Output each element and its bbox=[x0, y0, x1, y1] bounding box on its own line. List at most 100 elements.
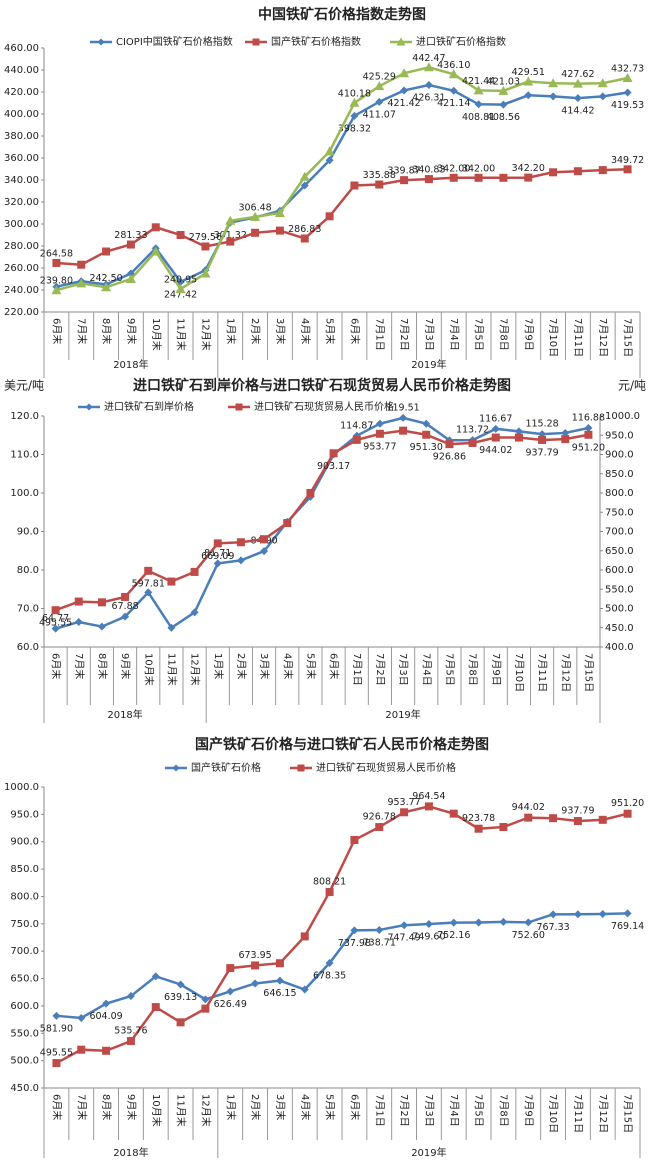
x-tick-label: 3月末 bbox=[274, 318, 287, 344]
x-tick-label: 1月末 bbox=[224, 1094, 237, 1120]
value-label: 335.88 bbox=[363, 170, 396, 181]
x-tick-label: 7月2日 bbox=[398, 318, 410, 351]
marker bbox=[352, 435, 361, 444]
marker bbox=[77, 1013, 86, 1022]
x-tick-label: 4月末 bbox=[281, 653, 294, 679]
marker bbox=[175, 283, 186, 293]
marker bbox=[598, 166, 607, 175]
x-tick-label: 7月4日 bbox=[448, 1094, 460, 1127]
value-label: 669.09 bbox=[201, 551, 234, 562]
value-label: 426.31 bbox=[412, 93, 445, 104]
y2-tick-label: 450.0 bbox=[605, 623, 634, 634]
marker bbox=[549, 910, 558, 919]
marker bbox=[300, 985, 309, 994]
legend-label: 进口铁矿石现货贸易人民币价格 bbox=[254, 400, 394, 413]
x-tick-label: 6月末 bbox=[348, 318, 361, 344]
marker bbox=[52, 258, 61, 267]
marker bbox=[97, 598, 106, 607]
value-label: 926.86 bbox=[433, 452, 466, 463]
marker bbox=[491, 424, 500, 433]
marker bbox=[144, 588, 153, 597]
series-line bbox=[56, 168, 628, 266]
marker bbox=[274, 208, 285, 217]
marker bbox=[449, 173, 458, 182]
marker bbox=[236, 556, 245, 565]
marker bbox=[275, 226, 284, 235]
x-tick-label: 7月12日 bbox=[597, 318, 609, 357]
value-label: 767.33 bbox=[536, 922, 569, 933]
x-tick-label: 11月末 bbox=[175, 1094, 188, 1127]
y2-tick-label: 650.0 bbox=[605, 546, 634, 557]
marker bbox=[523, 76, 534, 86]
x-tick-label: 7月10日 bbox=[513, 653, 525, 692]
marker bbox=[399, 426, 408, 435]
value-label: 339.87 bbox=[387, 166, 420, 177]
value-label: 673.95 bbox=[238, 950, 271, 961]
value-label: 340.83 bbox=[412, 165, 445, 176]
x-tick-label: 7月15日 bbox=[622, 1094, 634, 1133]
value-label: 752.60 bbox=[512, 930, 545, 941]
marker bbox=[176, 1018, 185, 1027]
y-tick-label: 280.00 bbox=[4, 241, 39, 252]
value-label: 301.32 bbox=[214, 230, 247, 241]
legend-label: 国产铁矿石价格指数 bbox=[271, 35, 361, 48]
value-label: 953.77 bbox=[363, 441, 396, 452]
value-label: 535.76 bbox=[114, 1026, 147, 1037]
marker bbox=[176, 231, 185, 239]
marker bbox=[97, 622, 106, 631]
y2-tick-label: 600.0 bbox=[605, 565, 634, 576]
marker bbox=[51, 624, 60, 633]
value-label: 639.13 bbox=[164, 992, 197, 1003]
y-tick-label: 700.0 bbox=[10, 946, 39, 957]
marker bbox=[400, 86, 409, 95]
value-label: 414.42 bbox=[561, 106, 594, 117]
x-tick-label: 3月末 bbox=[258, 653, 271, 679]
marker bbox=[422, 419, 431, 428]
value-label: 398.32 bbox=[338, 123, 371, 134]
marker bbox=[102, 1046, 111, 1055]
marker bbox=[101, 282, 112, 292]
x-group-label: 2019年 bbox=[385, 708, 420, 721]
value-label: 937.79 bbox=[561, 806, 594, 817]
marker bbox=[213, 539, 222, 548]
marker bbox=[325, 156, 334, 165]
marker bbox=[200, 268, 211, 278]
value-label: 81.71 bbox=[204, 548, 231, 559]
y-tick-label: 220.00 bbox=[4, 307, 39, 318]
marker bbox=[424, 175, 433, 184]
value-label: 769.14 bbox=[611, 921, 644, 932]
marker bbox=[573, 94, 582, 103]
marker bbox=[573, 167, 582, 176]
marker bbox=[561, 428, 570, 437]
y2-tick-label: 500.0 bbox=[605, 604, 634, 615]
marker bbox=[549, 168, 558, 177]
marker bbox=[350, 181, 359, 190]
marker bbox=[474, 824, 483, 833]
value-label: 953.77 bbox=[387, 797, 420, 808]
x-tick-label: 8月末 bbox=[100, 1094, 113, 1120]
legend-marker bbox=[235, 403, 243, 411]
value-label: 495.55 bbox=[39, 618, 72, 629]
value-label: 495.55 bbox=[40, 1048, 73, 1059]
marker bbox=[449, 809, 458, 818]
marker bbox=[225, 215, 236, 225]
x-group-label: 2018年 bbox=[113, 1146, 148, 1159]
marker bbox=[561, 435, 570, 444]
marker bbox=[524, 918, 533, 927]
y-tick-label: 360.00 bbox=[4, 153, 39, 164]
marker bbox=[51, 285, 62, 295]
x-tick-label: 7月末 bbox=[75, 1094, 88, 1120]
marker bbox=[126, 240, 135, 249]
y-tick-label: 80.0 bbox=[17, 565, 39, 576]
marker bbox=[300, 932, 309, 941]
x-tick-label: 7月4日 bbox=[448, 318, 460, 351]
marker bbox=[325, 959, 334, 968]
marker bbox=[572, 78, 583, 88]
value-label: 425.29 bbox=[363, 72, 396, 83]
marker bbox=[375, 823, 384, 832]
marker bbox=[374, 81, 385, 91]
value-label: 113.72 bbox=[456, 425, 489, 436]
marker bbox=[167, 623, 176, 632]
marker bbox=[449, 918, 458, 927]
value-label: 951.30 bbox=[410, 442, 443, 453]
